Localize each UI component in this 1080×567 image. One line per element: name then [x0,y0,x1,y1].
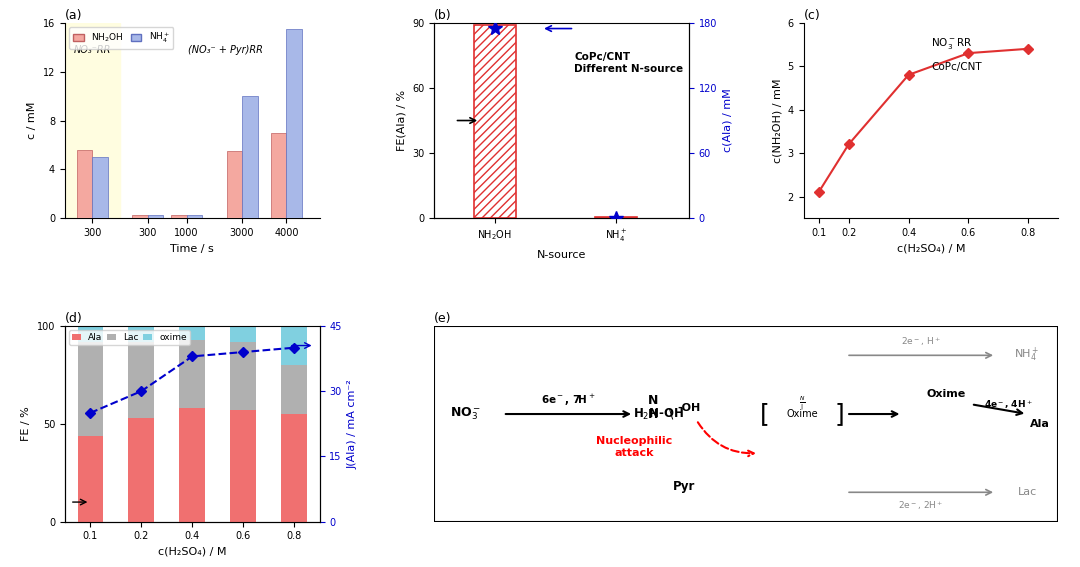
Y-axis label: FE / %: FE / % [22,407,31,441]
Y-axis label: J(Ala) / mA cm⁻²: J(Ala) / mA cm⁻² [348,379,357,469]
Text: N: N [648,394,658,407]
Text: ]: ] [835,402,845,426]
Bar [282,326,307,365]
Bar [78,435,103,522]
Bar [286,29,301,218]
Text: NH$_4^+$: NH$_4^+$ [1014,346,1040,365]
Text: 6e$^-$, 7H$^+$: 6e$^-$, 7H$^+$ [541,393,596,408]
Text: CoPc/CNT
Different N-source: CoPc/CNT Different N-source [575,52,684,74]
Text: -OH: -OH [677,403,701,413]
Bar [179,340,205,408]
Legend: Ala, Lac, oxime: Ala, Lac, oxime [69,331,190,345]
Bar [230,326,256,342]
Text: Ala: Ala [1029,419,1050,429]
Bar [77,150,93,218]
Y-axis label: c(Ala) / mM: c(Ala) / mM [723,88,732,153]
Bar [129,342,154,418]
Bar [187,215,202,218]
Bar [179,408,205,522]
Bar [148,215,163,218]
Bar [227,151,242,218]
Bar [171,215,187,218]
Text: (b): (b) [434,9,451,22]
Text: NO$_3^-$RR: NO$_3^-$RR [931,36,972,51]
Text: Oxime: Oxime [927,390,966,400]
Y-axis label: FE(Ala) / %: FE(Ala) / % [396,90,407,151]
Text: CoPc/CNT: CoPc/CNT [931,62,982,71]
Y-axis label: c / mM: c / mM [27,102,37,139]
Text: (a): (a) [65,9,82,22]
Text: (d): (d) [65,312,82,325]
X-axis label: c(H₂SO₄) / M: c(H₂SO₄) / M [896,244,966,253]
Bar [242,96,257,218]
Text: Oxime: Oxime [786,409,819,419]
X-axis label: N-source: N-source [537,249,586,260]
Bar [271,133,286,218]
Y-axis label: c(NH₂OH) / mM: c(NH₂OH) / mM [772,78,782,163]
Bar [282,365,307,414]
Bar [230,410,256,522]
Bar [78,326,103,342]
Text: $\frac{N}{|}$: $\frac{N}{|}$ [799,395,806,413]
Text: (e): (e) [434,312,451,325]
X-axis label: Time / s: Time / s [171,244,214,253]
Text: (c): (c) [804,9,821,22]
Bar [129,326,154,342]
Bar [129,418,154,522]
Bar [65,23,120,218]
Text: [: [ [760,402,770,426]
Text: 2e$^-$, H$^+$: 2e$^-$, H$^+$ [901,335,941,348]
Bar [78,342,103,435]
Text: NO$_3^-$: NO$_3^-$ [449,406,481,422]
Bar [179,326,205,340]
Bar [474,25,516,218]
Bar [133,215,148,218]
Text: Pyr: Pyr [673,480,696,493]
X-axis label: c(H₂SO₄) / M: c(H₂SO₄) / M [158,547,227,557]
Text: Nucleophilic
attack: Nucleophilic attack [596,437,672,458]
Text: 4e$^-$, 4H$^+$: 4e$^-$, 4H$^+$ [984,398,1032,411]
Bar [230,342,256,410]
Legend: NH$_2$OH, NH$_4^+$: NH$_2$OH, NH$_4^+$ [69,27,173,49]
Text: H$_2$N-OH: H$_2$N-OH [633,407,685,422]
Bar [595,217,637,218]
Text: NO₃⁻RR: NO₃⁻RR [73,45,111,55]
Text: 2e$^-$, 2H$^+$: 2e$^-$, 2H$^+$ [899,500,944,513]
Text: Lac: Lac [1017,487,1037,497]
Bar [282,414,307,522]
Text: (NO₃⁻ + Pyr)RR: (NO₃⁻ + Pyr)RR [188,45,262,55]
Text: $\backslash$: $\backslash$ [669,407,675,421]
Bar [93,157,108,218]
Text: H: H [648,408,658,421]
